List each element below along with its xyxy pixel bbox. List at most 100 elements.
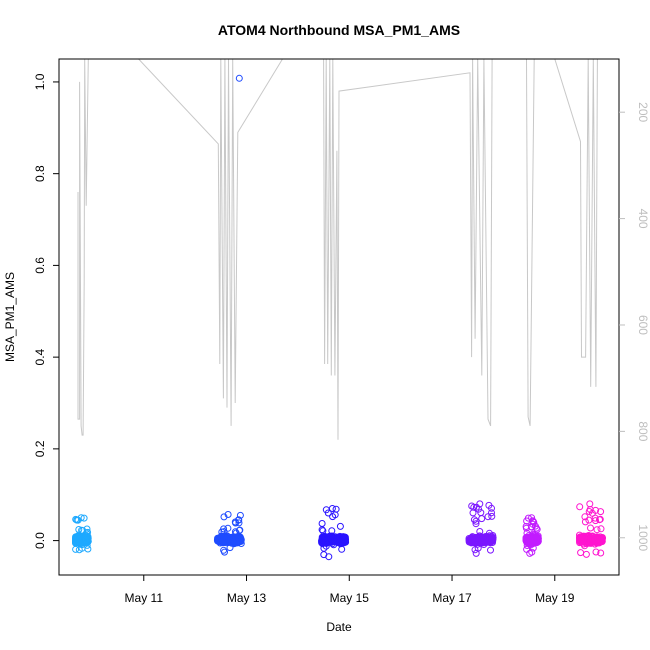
y-tick-label: 0.6 (33, 257, 47, 274)
data-point (469, 509, 477, 517)
data-point (235, 516, 243, 524)
data-point (470, 516, 478, 524)
data-point (341, 534, 349, 542)
data-point (236, 511, 244, 519)
right-tick-label: 800 (636, 421, 650, 441)
line-layer (77, 59, 598, 440)
data-point (488, 512, 496, 520)
data-point-min (221, 548, 228, 556)
scatter-cluster-1 (72, 514, 92, 554)
data-point (593, 526, 601, 534)
data-point-min (325, 553, 333, 561)
y-tick-label: 1.0 (33, 73, 47, 90)
data-point (219, 533, 227, 541)
data-point (340, 535, 348, 543)
data-point (587, 524, 594, 532)
y-tick-label: 0.8 (33, 165, 47, 182)
data-point (471, 536, 479, 544)
y-tick-label: 0.0 (33, 532, 47, 549)
data-point (468, 502, 476, 510)
data-point-max (476, 500, 484, 508)
axes-layer: May 11 May 13 May 15 May 17 May 19 0.0 0.2 0.4 0… (33, 58, 650, 605)
data-point-min (582, 550, 590, 558)
data-point (472, 517, 480, 525)
data-point-max (328, 505, 336, 512)
scatter-cluster-5 (522, 514, 542, 557)
data-point (323, 536, 331, 544)
data-point (83, 539, 91, 547)
data-point (581, 518, 589, 526)
chart-title: ATOM4 Northbound MSA_PM1_AMS (218, 22, 460, 38)
data-point (532, 524, 540, 532)
scatter-cluster-3 (318, 505, 350, 561)
data-point (591, 534, 599, 542)
data-point (597, 508, 605, 516)
x-axis-label: Date (326, 620, 352, 634)
data-point (485, 501, 493, 509)
data-point (576, 503, 584, 511)
x-tick-label: May 11 (125, 591, 164, 605)
y-tick-label: 0.4 (33, 348, 47, 365)
data-point (597, 549, 605, 557)
x-tick-label: May 15 (330, 591, 370, 605)
data-point (532, 535, 539, 543)
data-point (529, 535, 537, 543)
data-point (228, 537, 235, 545)
data-point (598, 534, 606, 542)
scatter-cluster-2 (213, 74, 245, 556)
data-point (592, 548, 600, 556)
scatter-cluster-4 (465, 500, 497, 557)
data-point (235, 526, 243, 534)
points-layer (72, 74, 606, 561)
y-axis-label: MSA_PM1_AMS (3, 272, 17, 362)
data-point (596, 515, 604, 523)
data-point (577, 538, 585, 546)
data-point (529, 517, 537, 525)
right-tick-label: 200 (636, 102, 650, 122)
data-point (82, 536, 90, 544)
data-point (336, 522, 344, 530)
data-point (318, 526, 326, 534)
line-series-trace (77, 59, 598, 440)
data-point (487, 546, 494, 554)
data-point (488, 509, 495, 517)
right-tick-label: 400 (636, 209, 650, 229)
data-point (592, 538, 600, 546)
data-point-min (75, 546, 83, 554)
x-tick-label: May 13 (227, 591, 267, 605)
data-point (216, 539, 224, 547)
data-point (585, 516, 593, 524)
data-point (237, 540, 245, 547)
data-point (529, 518, 537, 525)
data-point-max (528, 514, 536, 522)
data-point (594, 534, 602, 542)
data-point (218, 538, 226, 546)
data-point (471, 546, 479, 554)
data-point (83, 525, 91, 533)
data-point (597, 525, 605, 533)
data-point (75, 526, 83, 533)
y-tick-label: 0.2 (33, 440, 47, 457)
data-point (524, 535, 532, 543)
x-tick-label: May 17 (432, 591, 472, 605)
data-point-outlier (235, 74, 243, 82)
x-tick-label: May 19 (535, 591, 575, 605)
right-tick-label: 600 (636, 315, 650, 335)
data-point (592, 517, 599, 525)
data-point-max (224, 511, 232, 518)
scatter-cluster-6 (576, 500, 606, 558)
data-point (477, 509, 485, 517)
data-point (80, 514, 88, 522)
data-point (235, 519, 243, 527)
data-point (591, 514, 599, 522)
data-point (472, 538, 480, 546)
data-point-max (77, 514, 85, 522)
data-point-max (586, 500, 594, 508)
data-point (472, 520, 480, 528)
data-point (331, 511, 339, 519)
data-point (229, 538, 237, 546)
data-point (481, 534, 489, 542)
data-point-min (526, 549, 534, 557)
right-tick-label: 1000 (636, 524, 650, 551)
